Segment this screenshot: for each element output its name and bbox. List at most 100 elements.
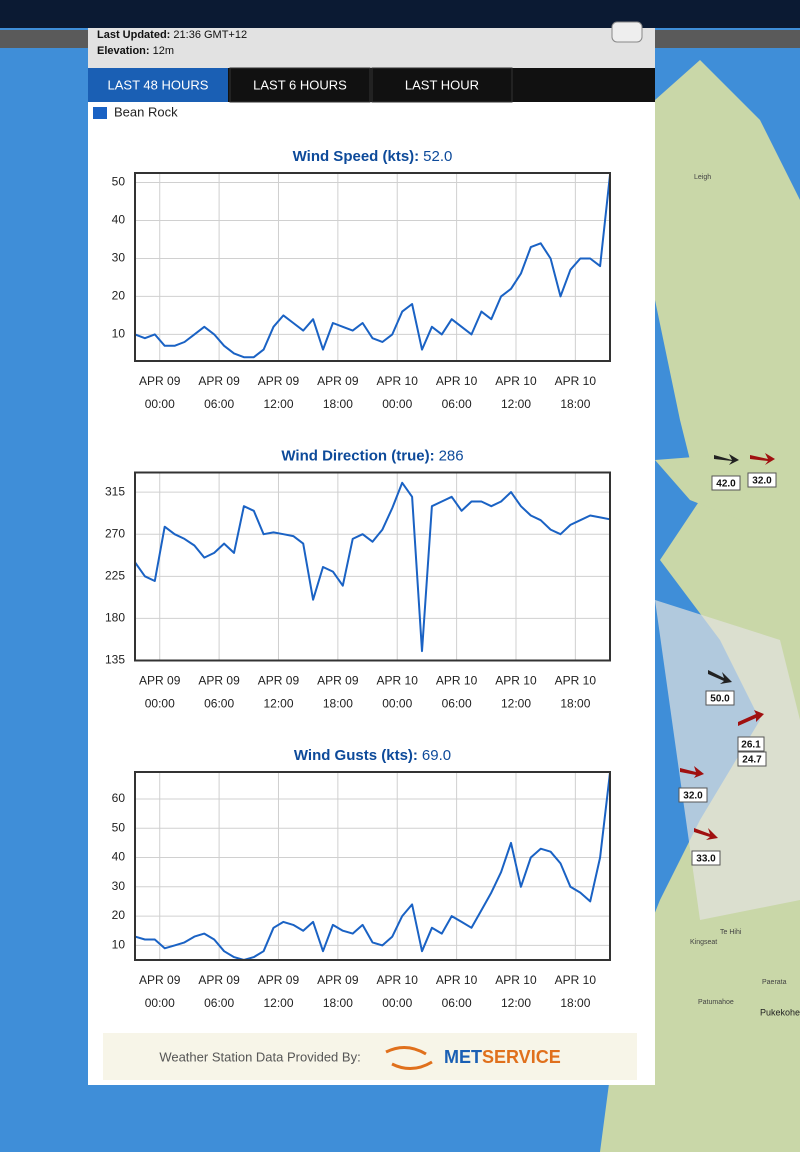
x-tick-label: APR 10 bbox=[495, 973, 537, 987]
x-tick-sublabel: 06:00 bbox=[204, 996, 234, 1010]
tab-label[interactable]: LAST 48 HOURS bbox=[108, 77, 209, 92]
footer-text: Weather Station Data Provided By: bbox=[159, 1049, 360, 1064]
x-tick-label: APR 09 bbox=[258, 374, 300, 388]
x-tick-label: APR 09 bbox=[198, 973, 240, 987]
chart-title: Wind Direction (true): 286 bbox=[281, 447, 463, 464]
chart-title-label: Wind Speed (kts): bbox=[293, 148, 420, 165]
tab[interactable] bbox=[371, 67, 513, 103]
x-tick-label: APR 10 bbox=[495, 674, 537, 688]
x-tick-label: APR 10 bbox=[555, 374, 597, 388]
logo-a: MET bbox=[444, 1047, 482, 1067]
x-tick-label: APR 09 bbox=[139, 973, 181, 987]
y-tick-label: 50 bbox=[112, 175, 126, 189]
plot-area bbox=[135, 472, 610, 661]
y-tick-label: 50 bbox=[112, 820, 126, 834]
close-button[interactable] bbox=[611, 21, 643, 43]
footer bbox=[103, 1033, 637, 1080]
plot-area bbox=[135, 772, 610, 960]
x-tick-label: APR 10 bbox=[436, 374, 478, 388]
tab[interactable] bbox=[88, 68, 228, 102]
y-tick-label: 20 bbox=[112, 289, 126, 303]
x-tick-sublabel: 12:00 bbox=[501, 996, 531, 1010]
y-tick-label: 30 bbox=[112, 251, 126, 265]
elevation: Elevation: 12m bbox=[97, 45, 174, 57]
x-tick-label: APR 09 bbox=[198, 374, 240, 388]
wind-arrow bbox=[708, 670, 732, 684]
x-tick-sublabel: 06:00 bbox=[442, 397, 472, 411]
marker-box bbox=[737, 751, 767, 767]
tab-label[interactable]: LAST 6 HOURS bbox=[253, 77, 347, 92]
map-places: Leigh Kingseat Pukekohe Paerata Patumaho… bbox=[690, 174, 800, 1018]
x-tick-sublabel: 12:00 bbox=[263, 397, 293, 411]
x-tick-label: APR 10 bbox=[555, 674, 597, 688]
updated-value: 21:36 GMT+12 bbox=[173, 29, 247, 41]
top-bar bbox=[0, 0, 800, 28]
marker-box bbox=[747, 472, 777, 488]
x-tick-label: APR 10 bbox=[495, 374, 537, 388]
place: Leigh bbox=[694, 174, 711, 181]
chart-current: 69.0 bbox=[422, 747, 451, 764]
x-tick-sublabel: 18:00 bbox=[560, 996, 590, 1010]
x-tick-label: APR 09 bbox=[258, 973, 300, 987]
chart-current: 286 bbox=[439, 447, 464, 464]
x-tick-label: APR 10 bbox=[555, 973, 597, 987]
marker-label: 24.7 bbox=[742, 755, 762, 766]
logo-b: SERVICE bbox=[482, 1047, 561, 1067]
toolbar bbox=[0, 30, 88, 48]
y-tick-label: 135 bbox=[105, 653, 125, 667]
x-tick-label: APR 09 bbox=[317, 973, 359, 987]
y-tick-label: 40 bbox=[112, 213, 126, 227]
logo: METSERVICE bbox=[444, 1047, 561, 1067]
x-tick-sublabel: 06:00 bbox=[442, 697, 472, 711]
tab[interactable] bbox=[229, 67, 371, 103]
y-tick-label: 20 bbox=[112, 908, 126, 922]
marker-box bbox=[691, 850, 721, 866]
chart-current: 52.0 bbox=[423, 148, 452, 165]
panel-header bbox=[88, 28, 655, 68]
x-tick-label: APR 09 bbox=[139, 374, 181, 388]
y-tick-label: 10 bbox=[112, 938, 126, 952]
x-tick-label: APR 10 bbox=[377, 973, 419, 987]
data-line bbox=[134, 174, 611, 359]
x-tick-sublabel: 00:00 bbox=[382, 697, 412, 711]
updated-label: Last Updated: bbox=[97, 29, 170, 41]
x-tick-sublabel: 06:00 bbox=[442, 996, 472, 1010]
x-tick-sublabel: 00:00 bbox=[145, 697, 175, 711]
wind-arrow bbox=[750, 453, 775, 465]
marker-label: 26.1 bbox=[741, 740, 761, 751]
y-tick-label: 40 bbox=[112, 850, 126, 864]
x-tick-sublabel: 06:00 bbox=[204, 697, 234, 711]
marker-label: 33.0 bbox=[696, 854, 716, 865]
logo-swoosh bbox=[385, 1046, 433, 1070]
x-tick-sublabel: 18:00 bbox=[323, 697, 353, 711]
marker-box bbox=[705, 690, 735, 706]
y-tick-label: 60 bbox=[112, 791, 126, 805]
wind-arrow bbox=[738, 710, 764, 726]
charts: Wind Speed (kts): 52.0 10 20 30 40 50 APR 09 00:… bbox=[105, 148, 611, 1010]
wind-arrow bbox=[680, 766, 704, 778]
plot-area bbox=[135, 173, 610, 361]
x-tick-label: APR 09 bbox=[198, 674, 240, 688]
place: Pukekohe bbox=[760, 1007, 800, 1017]
elevation-label: Elevation: bbox=[97, 45, 150, 57]
x-tick-sublabel: 12:00 bbox=[263, 697, 293, 711]
place: Patumahoe bbox=[698, 999, 734, 1006]
map-markers: 42.0 32.0 50.0 26.1 24.7 32.0 33.0 bbox=[678, 453, 777, 866]
elevation-value: 12m bbox=[153, 45, 174, 57]
chart-title: Wind Speed (kts): 52.0 bbox=[293, 148, 453, 165]
x-tick-sublabel: 00:00 bbox=[382, 397, 412, 411]
marker-box bbox=[711, 475, 741, 491]
chart-title-label: Wind Direction (true): bbox=[281, 447, 434, 464]
plot-frame bbox=[134, 172, 611, 362]
legend-swatch bbox=[93, 107, 107, 119]
marker-label: 32.0 bbox=[752, 476, 772, 487]
x-tick-sublabel: 00:00 bbox=[382, 996, 412, 1010]
wind-arrow bbox=[714, 454, 739, 465]
y-tick-label: 225 bbox=[105, 568, 125, 582]
marker-label: 42.0 bbox=[716, 479, 736, 490]
x-tick-sublabel: 18:00 bbox=[560, 697, 590, 711]
marker-label: 32.0 bbox=[683, 791, 703, 802]
tab-label[interactable]: LAST HOUR bbox=[405, 77, 479, 92]
